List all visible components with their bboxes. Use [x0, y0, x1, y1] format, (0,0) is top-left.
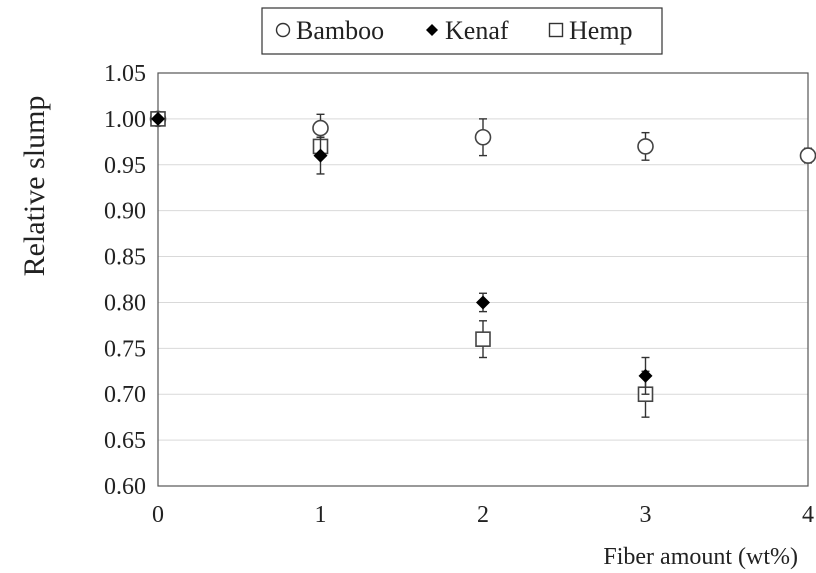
series-hemp: [150, 111, 654, 418]
y-tick-label: 1.00: [104, 107, 146, 133]
legend-label-hemp: Hemp: [569, 16, 633, 45]
y-tick-label: 1.05: [104, 61, 146, 87]
y-tick-label: 0.60: [104, 474, 146, 500]
legend-marker-kenaf: [426, 24, 438, 36]
x-axis-title: Fiber amount (wt%): [603, 544, 798, 570]
y-tick-label: 0.65: [104, 428, 146, 454]
data-point-hemp: [475, 331, 491, 347]
data-point-kenaf: [151, 111, 165, 126]
x-tick-label: 0: [152, 502, 164, 528]
legend-marker-hemp: [548, 22, 564, 38]
y-tick-label: 0.75: [104, 336, 146, 362]
y-tick-label: 0.95: [104, 153, 146, 179]
data-point-bamboo: [312, 119, 329, 137]
y-tick-label: 0.85: [104, 245, 146, 271]
x-tick-label: 3: [640, 502, 652, 528]
y-tick-label: 0.90: [104, 199, 146, 225]
series-kenaf: [151, 111, 653, 395]
data-point-kenaf: [313, 148, 328, 163]
plot-frame: [157, 72, 809, 487]
y-axis-title: Relative slump: [18, 96, 51, 277]
data-point-kenaf: [638, 368, 653, 383]
data-point-bamboo: [474, 128, 492, 146]
legend-box: [261, 7, 663, 55]
legend-label-kenaf: Kenaf: [445, 16, 509, 45]
data-point-bamboo: [637, 138, 654, 155]
y-axis: 0.60 0.65 0.70 0.75 0.80 0.85 0.90 0.95 1.00 1.05: [104, 61, 146, 500]
y-tick-label: 0.80: [104, 290, 146, 316]
data-marks: [149, 110, 816, 418]
data-point-bamboo: [799, 147, 816, 164]
legend-marker-bamboo: [275, 22, 291, 38]
x-tick-label: 2: [477, 502, 489, 528]
x-axis: 0 1 2 3 4: [152, 502, 814, 528]
y-tick-label: 0.70: [104, 382, 146, 408]
legend: Bamboo Kenaf Hemp: [261, 7, 663, 55]
x-tick-label: 1: [315, 502, 327, 528]
legend-label-bamboo: Bamboo: [296, 16, 384, 45]
data-point-kenaf: [476, 295, 490, 310]
grid-lines: [158, 118, 808, 441]
x-tick-label: 4: [802, 502, 814, 528]
